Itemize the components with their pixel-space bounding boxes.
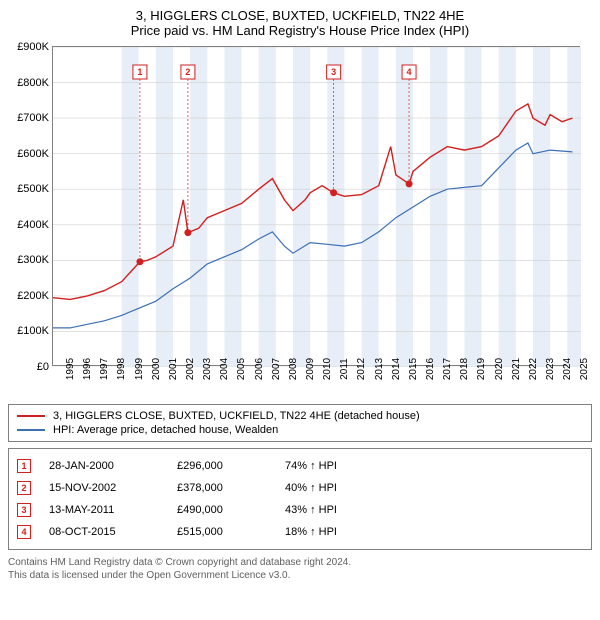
chart-wrapper: 1234£0£100K£200K£300K£400K£500K£600K£700… <box>52 46 592 366</box>
x-tick-label: 2025 <box>567 358 590 380</box>
sale-price: £490,000 <box>177 504 267 516</box>
sale-row: 3 13-MAY-2011 £490,000 43% ↑ HPI <box>17 499 583 521</box>
svg-text:3: 3 <box>331 67 336 77</box>
sale-date: 13-MAY-2011 <box>49 504 159 516</box>
sale-marker: 4 <box>17 525 31 539</box>
sale-marker: 1 <box>17 459 31 473</box>
sale-marker: 3 <box>17 503 31 517</box>
legend-label: HPI: Average price, detached house, Weal… <box>53 424 278 436</box>
footer-line-1: Contains HM Land Registry data © Crown c… <box>8 556 592 569</box>
y-tick-label: £500K <box>17 183 49 195</box>
sale-price: £296,000 <box>177 460 267 472</box>
sale-row: 4 08-OCT-2015 £515,000 18% ↑ HPI <box>17 521 583 543</box>
chart-title-address: 3, HIGGLERS CLOSE, BUXTED, UCKFIELD, TN2… <box>8 8 592 23</box>
sale-price: £515,000 <box>177 526 267 538</box>
svg-text:4: 4 <box>407 67 412 77</box>
legend-label: 3, HIGGLERS CLOSE, BUXTED, UCKFIELD, TN2… <box>53 410 420 422</box>
sale-date: 08-OCT-2015 <box>49 526 159 538</box>
sale-price: £378,000 <box>177 482 267 494</box>
legend-swatch <box>17 415 45 417</box>
sale-row: 2 15-NOV-2002 £378,000 40% ↑ HPI <box>17 477 583 499</box>
y-tick-label: £900K <box>17 41 49 53</box>
sales-table: 1 28-JAN-2000 £296,000 74% ↑ HPI 2 15-NOV-200… <box>8 448 592 550</box>
sale-pct-vs-hpi: 18% ↑ HPI <box>285 526 337 538</box>
y-tick-label: £800K <box>17 77 49 89</box>
y-tick-label: £300K <box>17 254 49 266</box>
y-tick-label: £700K <box>17 112 49 124</box>
footer-attribution: Contains HM Land Registry data © Crown c… <box>8 556 592 582</box>
sale-pct-vs-hpi: 74% ↑ HPI <box>285 460 337 472</box>
sale-pct-vs-hpi: 43% ↑ HPI <box>285 504 337 516</box>
legend: 3, HIGGLERS CLOSE, BUXTED, UCKFIELD, TN2… <box>8 404 592 442</box>
sale-pct-vs-hpi: 40% ↑ HPI <box>285 482 337 494</box>
svg-text:1: 1 <box>137 67 142 77</box>
footer-line-2: This data is licensed under the Open Gov… <box>8 569 592 582</box>
legend-swatch <box>17 429 45 431</box>
svg-text:2: 2 <box>185 67 190 77</box>
y-tick-label: £400K <box>17 219 49 231</box>
legend-item: HPI: Average price, detached house, Weal… <box>17 423 583 437</box>
sale-row: 1 28-JAN-2000 £296,000 74% ↑ HPI <box>17 455 583 477</box>
y-tick-label: £100K <box>17 325 49 337</box>
legend-item: 3, HIGGLERS CLOSE, BUXTED, UCKFIELD, TN2… <box>17 409 583 423</box>
y-tick-label: £0 <box>37 361 49 373</box>
sale-date: 15-NOV-2002 <box>49 482 159 494</box>
sale-marker: 2 <box>17 481 31 495</box>
sale-date: 28-JAN-2000 <box>49 460 159 472</box>
y-tick-label: £200K <box>17 290 49 302</box>
price-chart: 1234£0£100K£200K£300K£400K£500K£600K£700… <box>52 46 580 366</box>
chart-subtitle: Price paid vs. HM Land Registry's House … <box>8 23 592 38</box>
y-tick-label: £600K <box>17 148 49 160</box>
